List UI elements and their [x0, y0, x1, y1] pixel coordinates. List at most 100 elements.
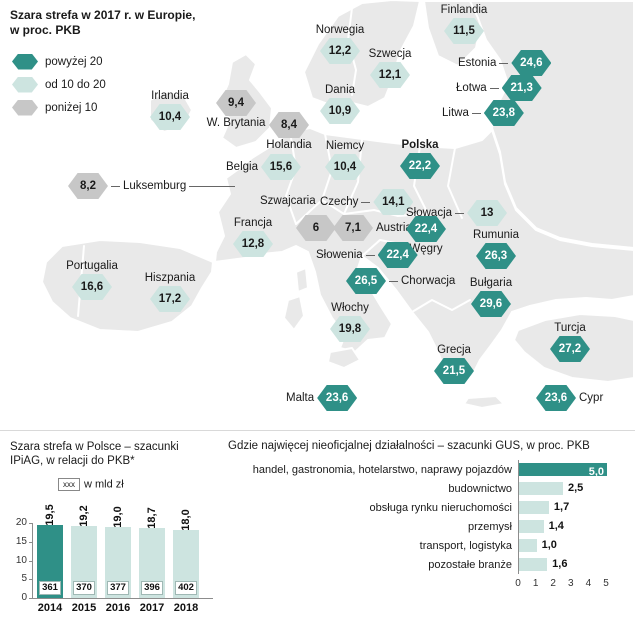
bar-value-label: 1,4: [548, 520, 564, 532]
country-label: Hiszpania: [144, 272, 196, 284]
country-label: Finlandia: [440, 4, 488, 16]
bar-value-label: 5,0: [588, 466, 604, 478]
country-label: Belgia: [226, 160, 258, 173]
bar-value-label: 19,0: [112, 506, 124, 528]
map-legend: powyżej 20 od 10 do 20 poniżej 10: [12, 50, 106, 119]
country-label: Cypr: [579, 391, 604, 404]
map-border-line: [343, 139, 363, 215]
gus-row: budownictwo 2,5: [228, 479, 628, 498]
bar-value-label: 1,6: [552, 558, 568, 570]
map-border-line: [447, 147, 463, 219]
country-wegry: 22,4 Węgry: [390, 216, 462, 256]
country-label: Litwa: [442, 106, 469, 119]
poland-bar-group: 18,7 396 2017: [139, 507, 165, 614]
country-value-hex: 8,2: [68, 173, 108, 199]
country-value-hex: 23,8: [483, 100, 524, 126]
bar: 402: [173, 530, 199, 598]
y-axis-tick-mark: [29, 523, 33, 524]
bar-value-label: 1,7: [553, 501, 570, 513]
country-value-hex: 27,2: [550, 336, 590, 362]
y-axis-tick-label: 20: [15, 517, 27, 528]
country-label: Holandia: [266, 139, 312, 151]
country-value-hex: 22,4: [406, 216, 446, 242]
bar-value-label: 18,0: [180, 509, 192, 531]
map-border-line: [285, 131, 297, 225]
poland-bar-group: 19,5 361 2014: [37, 504, 63, 614]
y-axis-tick-mark: [29, 541, 33, 543]
bar: [519, 501, 549, 514]
country-label: Szwajcaria: [260, 195, 316, 207]
bar-footer-value: 370: [73, 581, 95, 595]
country-value-hex: 11,5: [444, 18, 484, 44]
country-label: Estonia: [458, 56, 497, 69]
country-value-hex: 6: [296, 215, 336, 241]
legend-label: powyżej 20: [45, 55, 103, 68]
country-value-hex: 24,6: [511, 50, 552, 76]
gus-row-label: handel, gastronomia, hotelarstwo, napraw…: [252, 463, 512, 476]
poland-bar-chart: 19,5 361 2014 19,2 370 2015 19,0 377 2016 18,7 396…: [16, 504, 213, 614]
country-label: Luksemburg: [123, 179, 187, 192]
map-region-corsica: [295, 267, 309, 293]
country-belgia: Belgia 15,6: [226, 154, 301, 180]
country-value-hex: 26,5: [346, 268, 386, 294]
bar-footer-value: 361: [39, 581, 61, 595]
poland-chart-title: Szara strefa w Polsce – szacunki IPiAG, …: [10, 440, 225, 468]
country-value-hex: 12,1: [370, 62, 410, 88]
gus-row-bar-zone: 1,0: [518, 536, 619, 555]
country-value-hex: 10,4: [150, 104, 190, 130]
country-label: Czechy: [320, 195, 359, 208]
gus-row-bar-zone: 2,5: [518, 479, 619, 498]
country-label: Polska: [401, 139, 439, 151]
country-slowenia: Słowenia 22,4: [316, 242, 418, 268]
country-malta: Malta 23,6: [286, 385, 358, 411]
gus-row: transport, logistyka 1,0: [228, 536, 628, 555]
x-axis-tick-label: 1: [532, 578, 539, 589]
leader-line: [489, 87, 499, 89]
x-axis-label: 2015: [71, 602, 97, 614]
country-niemcy: Niemcy 10,4: [309, 140, 381, 180]
gus-row-bar-zone: 1,6: [518, 555, 619, 574]
country-norwegia: Norwegia 12,2: [304, 24, 376, 64]
x-axis-tick-label: 2: [550, 578, 556, 589]
bar-footer-value: 377: [107, 581, 129, 595]
country-value-hex: 23,6: [536, 385, 576, 411]
bar: [519, 558, 548, 571]
map-region-sardinia: [283, 295, 305, 331]
country-label: Bułgaria: [469, 277, 513, 289]
gus-row-label: obsługa rynku nieruchomości: [369, 501, 512, 514]
leader-line: [471, 112, 481, 114]
leader-line: [455, 212, 465, 214]
country-value-hex: 16,6: [72, 274, 112, 300]
gus-row-label: pozostałe branże: [428, 558, 512, 571]
country-austria: 7,1 Austria: [333, 215, 412, 241]
y-axis-tick-label: 5: [21, 573, 27, 585]
bar-value-label: 19,2: [78, 505, 90, 527]
country-grecja: Grecja 21,5: [418, 344, 490, 384]
country-label: Malta: [286, 391, 315, 404]
leader-line: [365, 254, 375, 256]
y-axis-tick-label: 15: [15, 535, 27, 547]
leader-line: [499, 62, 509, 64]
x-axis-label: 2017: [139, 602, 165, 614]
y-axis-tick-mark: [29, 560, 33, 562]
poland-bar-group: 18,0 402 2018: [173, 509, 199, 614]
legend-box: xxx: [58, 478, 80, 491]
country-w-brytania: 9,4 W. Brytania: [200, 90, 272, 130]
map-title-line1: Szara strefa w 2017 r. w Europie,: [10, 8, 196, 22]
bar: 370: [71, 526, 97, 598]
legend-text: w mld zł: [84, 478, 124, 491]
bar-value-label: 19,5: [44, 504, 56, 526]
bar: [519, 539, 537, 552]
country-szwajcaria: Szwajcaria 6: [260, 195, 350, 245]
poland-bar-chart-bars: 19,5 361 2014 19,2 370 2015 19,0 377 2016 18,7 396…: [33, 504, 213, 614]
bar: [519, 482, 563, 495]
country-cypr: 23,6 Cypr: [536, 385, 603, 411]
bar-value-label: 2,5: [568, 482, 584, 494]
bar: [519, 520, 544, 533]
poland-bar-group: 19,2 370 2015: [71, 505, 97, 614]
bar: 5,0: [519, 463, 607, 478]
legend-item: od 10 do 20: [12, 73, 106, 96]
map-title-line2: w proc. PKB: [10, 23, 81, 37]
country-value-hex: 10,4: [325, 154, 365, 180]
